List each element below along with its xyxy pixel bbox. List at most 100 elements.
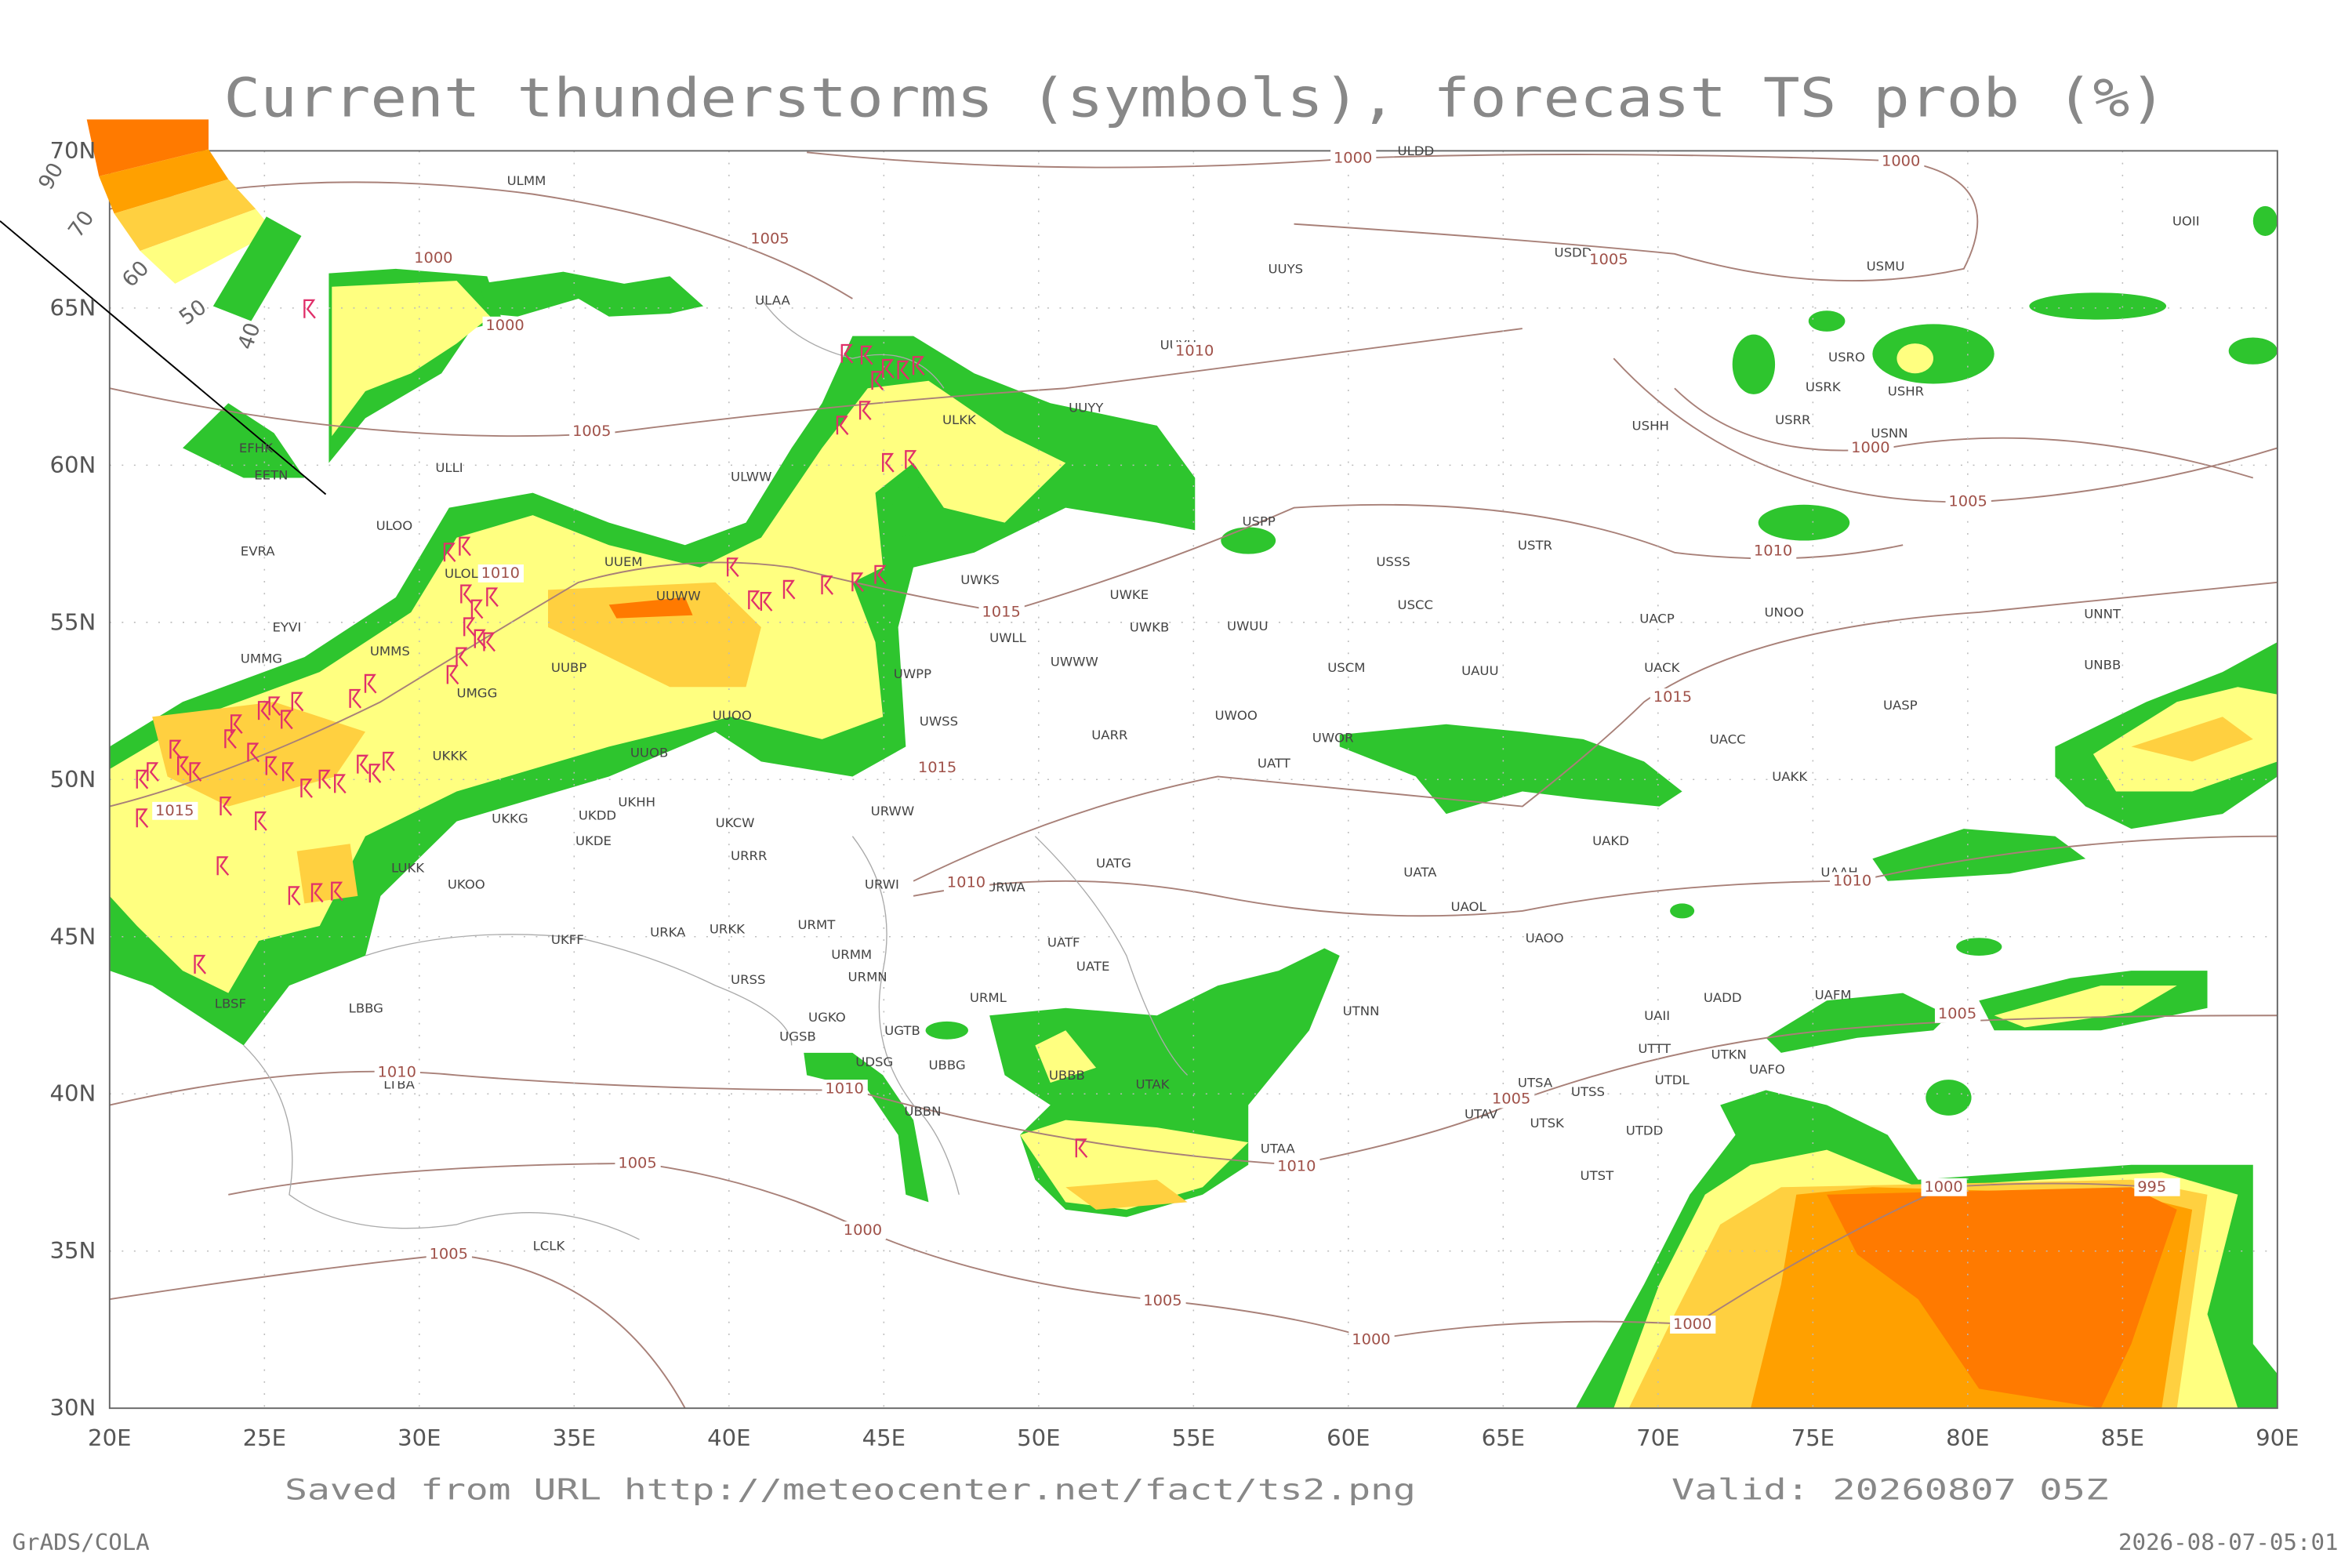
isobar-label-box: [1348, 1330, 1395, 1348]
station-label: UATA: [1403, 865, 1437, 880]
software: GrADS/COLA: [13, 1529, 150, 1555]
isobar-label: 1005: [1948, 492, 1987, 510]
longitude-label: 80E: [1946, 1425, 1989, 1451]
isobar-label: 1015: [918, 758, 956, 776]
storm-symbol: [194, 954, 207, 975]
station-label: UTAA: [1261, 1142, 1296, 1156]
longitude-label: 70E: [1636, 1425, 1679, 1451]
coastlines: [243, 298, 1189, 1240]
storm-symbol: [268, 696, 281, 717]
legend-label: 60: [118, 256, 154, 292]
isobar-label-box: [1586, 251, 1632, 269]
station-label: UKKK: [432, 749, 468, 764]
storm-symbol: [147, 762, 159, 782]
isobar-label-box: [1670, 1316, 1716, 1334]
storm-symbol: [871, 371, 884, 390]
storm-symbol: [874, 564, 887, 585]
isobar-label: 1000: [1352, 1330, 1390, 1348]
station-label: UUBP: [551, 660, 587, 675]
isobar-label-box: [1330, 149, 1377, 168]
station-label: EETN: [254, 468, 288, 483]
isobar-label-box: [840, 1221, 887, 1240]
storm-symbol: [912, 356, 925, 376]
station-label: UAFO: [1749, 1062, 1785, 1077]
station-label: UWKE: [1110, 587, 1149, 602]
isobar-label-box: [1945, 492, 1991, 511]
station-label: UTDD: [1626, 1123, 1664, 1138]
isobar-label-box: [615, 1154, 661, 1173]
storm-symbol: [474, 629, 487, 649]
isobar-label: 995: [2137, 1178, 2166, 1196]
storm-symbol: [456, 647, 469, 667]
isobar-label-box: [1934, 1004, 1981, 1023]
longitude-label: 25E: [243, 1425, 286, 1451]
station-label: UATE: [1076, 959, 1110, 974]
isobar-label: 1015: [155, 801, 194, 819]
isobar-label-box: [1751, 542, 1797, 561]
longitude-label: 75E: [1791, 1425, 1835, 1451]
station-label: UUWW: [656, 589, 701, 604]
longitude-label: 65E: [1482, 1425, 1525, 1451]
isobar-label: 1000: [844, 1221, 882, 1239]
station-label: UATT: [1258, 756, 1291, 771]
station-label: UWWW: [1051, 655, 1098, 670]
isobar-label: 1010: [1175, 342, 1214, 360]
station-label: ULOO: [376, 518, 413, 533]
isobar-label: 1005: [1492, 1090, 1530, 1108]
isobar-label-box: [2134, 1178, 2180, 1196]
station-label: USDD: [1555, 245, 1592, 260]
station-label: URSS: [731, 972, 765, 987]
valid-time: Valid: 20260807 05Z: [1671, 1473, 2108, 1507]
isobar-label: 1000: [414, 249, 452, 267]
legend-label: 90: [34, 159, 68, 194]
timestamp: 2026-08-07-05:01: [2118, 1529, 2339, 1555]
station-label: ULAA: [755, 293, 790, 308]
station-label: USRO: [1828, 350, 1865, 365]
station-label: URWI: [865, 877, 899, 891]
storm-symbol: [220, 796, 233, 816]
map-frame: [108, 150, 2278, 1410]
storm-symbol: [310, 883, 324, 903]
isobar-label-box: [1650, 688, 1697, 706]
storm-symbol: [349, 688, 362, 709]
longitude-label: 85E: [2101, 1425, 2144, 1451]
storm-symbol: [216, 856, 230, 876]
isobar-label-box: [1140, 1291, 1186, 1310]
station-label: USCC: [1398, 597, 1434, 612]
station-label: ULOL: [445, 566, 479, 581]
isobar-label-box: [1172, 342, 1218, 361]
station-label: UWOO: [1215, 708, 1258, 723]
latitude-label: 45N: [49, 924, 96, 950]
storm-symbol: [224, 729, 237, 750]
legend-label: 40: [234, 320, 266, 353]
station-label: USRR: [1775, 412, 1810, 427]
station-label: UGSB: [779, 1029, 816, 1044]
station-label: UKHH: [618, 795, 655, 810]
storm-symbol: [760, 592, 773, 612]
storm-symbol: [860, 345, 873, 365]
station-label: UWSS: [920, 714, 958, 729]
station-label: UUEM: [604, 554, 643, 569]
station-label: UWLL: [989, 630, 1027, 645]
storm-symbol: [136, 808, 149, 828]
storm-symbol: [897, 360, 910, 380]
storm-symbol: [334, 774, 347, 794]
station-label: USCM: [1327, 660, 1365, 675]
isobar-label: 1005: [572, 422, 611, 440]
station-label: URRR: [731, 848, 767, 863]
storm-symbol: [300, 779, 313, 798]
storm-symbol: [726, 557, 739, 577]
latitude-label: 40N: [49, 1080, 96, 1107]
station-label: UBBB: [1049, 1068, 1085, 1083]
station-label: UTDL: [1655, 1073, 1690, 1087]
storm-symbol: [882, 452, 895, 473]
station-label: USRK: [1806, 379, 1842, 394]
legend-label: 50: [175, 295, 211, 330]
station-label: UWKB: [1130, 620, 1169, 635]
station-label: LUKK: [391, 861, 425, 876]
isobar-label-box: [1878, 152, 1925, 171]
shading: [109, 205, 2278, 1409]
station-label: URKK: [710, 922, 746, 937]
